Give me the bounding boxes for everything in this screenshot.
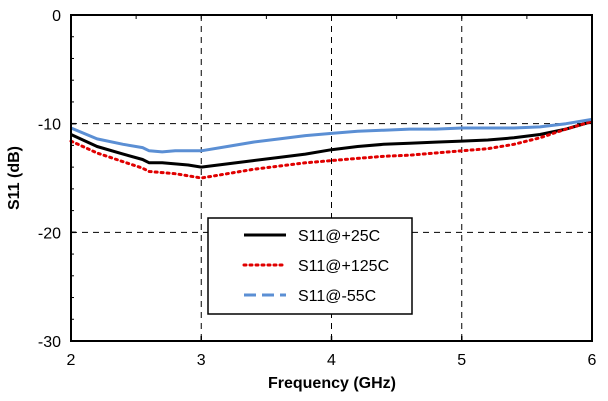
x-axis-title: Frequency (GHz) xyxy=(268,375,396,392)
x-tick-label: 6 xyxy=(588,352,597,369)
series-line-3 xyxy=(70,117,593,154)
series-lines xyxy=(69,117,594,180)
y-axis-title: S11 (dB) xyxy=(6,146,23,210)
x-tick-label: 2 xyxy=(67,352,76,369)
y-tick-label: -10 xyxy=(38,117,61,134)
legend-label-2: S11@+125C xyxy=(298,258,389,275)
x-tick-label: 4 xyxy=(327,352,336,369)
axis-ticks: 2 3 4 5 6 0 -10 -20 -30 xyxy=(38,8,597,369)
legend-label-1: S11@+25C xyxy=(298,228,380,245)
x-tick-label: 3 xyxy=(197,352,206,369)
legend-box xyxy=(207,217,413,315)
legend: S11@+25C S11@+125C S11@-55C xyxy=(207,217,413,315)
series-line-2 xyxy=(69,120,594,180)
legend-label-3: S11@-55C xyxy=(298,288,376,305)
grid-lines xyxy=(71,15,592,341)
y-tick-label: -20 xyxy=(38,225,61,242)
series-line-1 xyxy=(70,120,593,169)
y-tick-label: -30 xyxy=(38,334,61,351)
y-tick-label: 0 xyxy=(52,8,61,25)
x-tick-label: 5 xyxy=(457,352,466,369)
